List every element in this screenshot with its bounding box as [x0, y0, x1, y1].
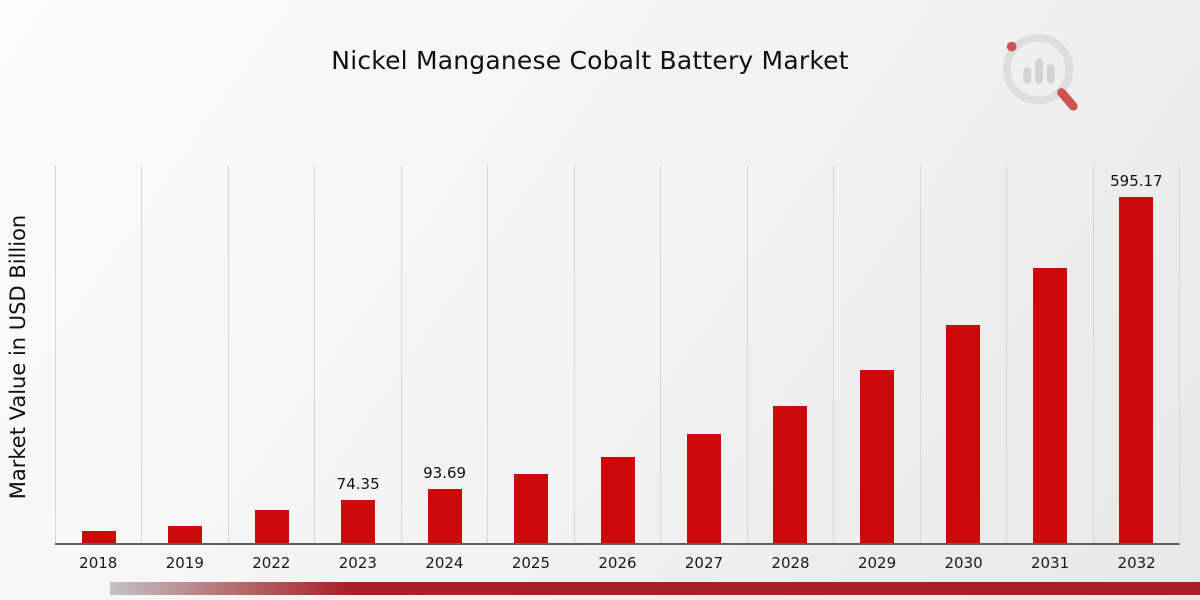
bar-2022	[254, 509, 289, 543]
bar-column-2018	[55, 165, 141, 543]
x-tick-2030: 2030	[944, 554, 983, 572]
bar-column-2024: 93.69	[400, 165, 487, 543]
x-tick-2024: 2024	[425, 554, 464, 572]
bar-2023: 74.35	[337, 475, 380, 543]
bar-column-2026	[573, 165, 660, 543]
x-tick-2032: 2032	[1117, 554, 1156, 572]
bar-column-2032: 595.17	[1092, 165, 1179, 543]
bar-2026	[600, 456, 635, 543]
x-tick-2026: 2026	[598, 554, 637, 572]
logo-red-dot	[1006, 41, 1017, 52]
value-label-2024: 93.69	[423, 463, 467, 482]
bar-column-2030	[919, 165, 1006, 543]
market-research-future-logo	[997, 28, 1085, 116]
bar-2027	[687, 434, 722, 543]
bar-2029	[859, 369, 894, 543]
bar-2031	[1032, 268, 1067, 543]
value-label-2032: 595.17	[1110, 171, 1163, 190]
bottom-ribbon	[110, 582, 1200, 595]
x-tick-2022: 2022	[252, 554, 291, 572]
x-tick-2025: 2025	[511, 554, 551, 572]
y-axis-label: Market Value in USD Billion	[6, 214, 30, 500]
bar-columns: 74.35 93.69 595.17	[55, 165, 1180, 545]
x-axis-ticks: 2018 2019 2022 2023 2024 2025 2026 2027 2028 2029…	[55, 554, 1180, 572]
magnifier-handle-icon	[1057, 88, 1078, 111]
bar-2018	[81, 530, 116, 543]
logo-bar-icon	[1035, 58, 1043, 84]
x-tick-2031: 2031	[1031, 554, 1070, 572]
bar-2024: 93.69	[423, 464, 466, 543]
plot-area: 74.35 93.69 595.17 2018 2019 2022 2023 2024 202…	[55, 165, 1180, 572]
bar-column-2027	[660, 165, 746, 543]
bar-column-2028	[746, 165, 833, 543]
bar-column-2025	[487, 165, 573, 543]
value-label-2023: 74.35	[336, 474, 380, 493]
x-tick-2027: 2027	[684, 554, 724, 572]
x-tick-2023: 2023	[338, 554, 377, 572]
x-tick-2028: 2028	[771, 554, 810, 572]
bar-2032: 595.17	[1110, 172, 1163, 543]
x-tick-2019: 2019	[165, 554, 204, 572]
logo-graphic	[1002, 33, 1078, 111]
bar-column-2031	[1006, 165, 1092, 543]
bar-column-2023: 74.35	[314, 165, 400, 543]
logo-bar-icon	[1046, 64, 1055, 84]
x-tick-2018: 2018	[79, 554, 118, 572]
chart-title: Nickel Manganese Cobalt Battery Market	[331, 46, 849, 75]
bar-column-2019	[141, 165, 227, 543]
logo-circle	[1002, 33, 1074, 105]
bar-column-2029	[833, 165, 919, 543]
x-tick-2029: 2029	[857, 554, 897, 572]
bar-2028	[773, 405, 808, 543]
bar-2019	[168, 526, 203, 543]
bar-2025	[514, 474, 549, 543]
bar-column-2022	[227, 165, 314, 543]
logo-bar-icon	[1023, 67, 1032, 84]
bar-2030	[946, 324, 981, 543]
